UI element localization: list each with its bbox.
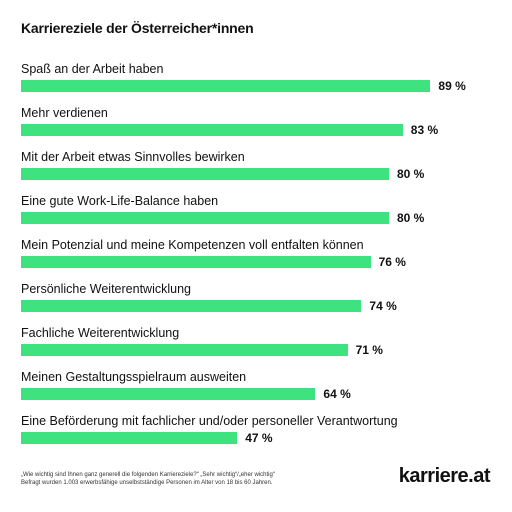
category-label: Meinen Gestaltungsspielraum ausweiten [21, 370, 247, 384]
value-label: 76 % [378, 255, 406, 269]
category-label: Eine Beförderung mit fachlicher und/oder… [21, 414, 398, 428]
category-label: Spaß an der Arbeit haben [21, 62, 164, 76]
karriere-logo: karriere.at [398, 465, 491, 487]
bar [21, 432, 238, 444]
footnote-question: „Wie wichtig sind Ihnen ganz generell di… [21, 472, 275, 478]
bar [21, 80, 431, 92]
value-label: 74 % [369, 299, 397, 313]
category-label: Mein Potenzial und meine Kompetenzen vol… [21, 238, 364, 252]
category-label: Mehr verdienen [21, 106, 108, 120]
bar [21, 388, 316, 400]
category-label: Fachliche Weiterentwicklung [21, 326, 180, 340]
value-label: 47 % [245, 431, 273, 445]
value-label: 64 % [323, 387, 351, 401]
value-label: 80 % [397, 167, 425, 181]
chart-title: Karriereziele der Österreicher*innen [21, 20, 254, 36]
value-label: 80 % [397, 211, 425, 225]
bar [21, 124, 403, 136]
bar [21, 212, 389, 224]
value-label: 83 % [410, 123, 439, 137]
value-label: 89 % [438, 79, 466, 93]
value-label: 71 % [355, 343, 383, 357]
footnote: „Wie wichtig sind Ihnen ganz generell di… [21, 471, 275, 487]
footnote-sample: Befragt wurden 1.003 erwerbsfähige unsel… [21, 480, 273, 486]
bar [21, 256, 371, 268]
bar [21, 168, 389, 180]
category-label: Mit der Arbeit etwas Sinnvolles bewirken [21, 150, 245, 164]
category-label: Eine gute Work-Life-Balance haben [21, 194, 219, 208]
bar [21, 344, 348, 356]
category-label: Persönliche Weiterentwicklung [21, 282, 191, 296]
bar [21, 300, 362, 312]
